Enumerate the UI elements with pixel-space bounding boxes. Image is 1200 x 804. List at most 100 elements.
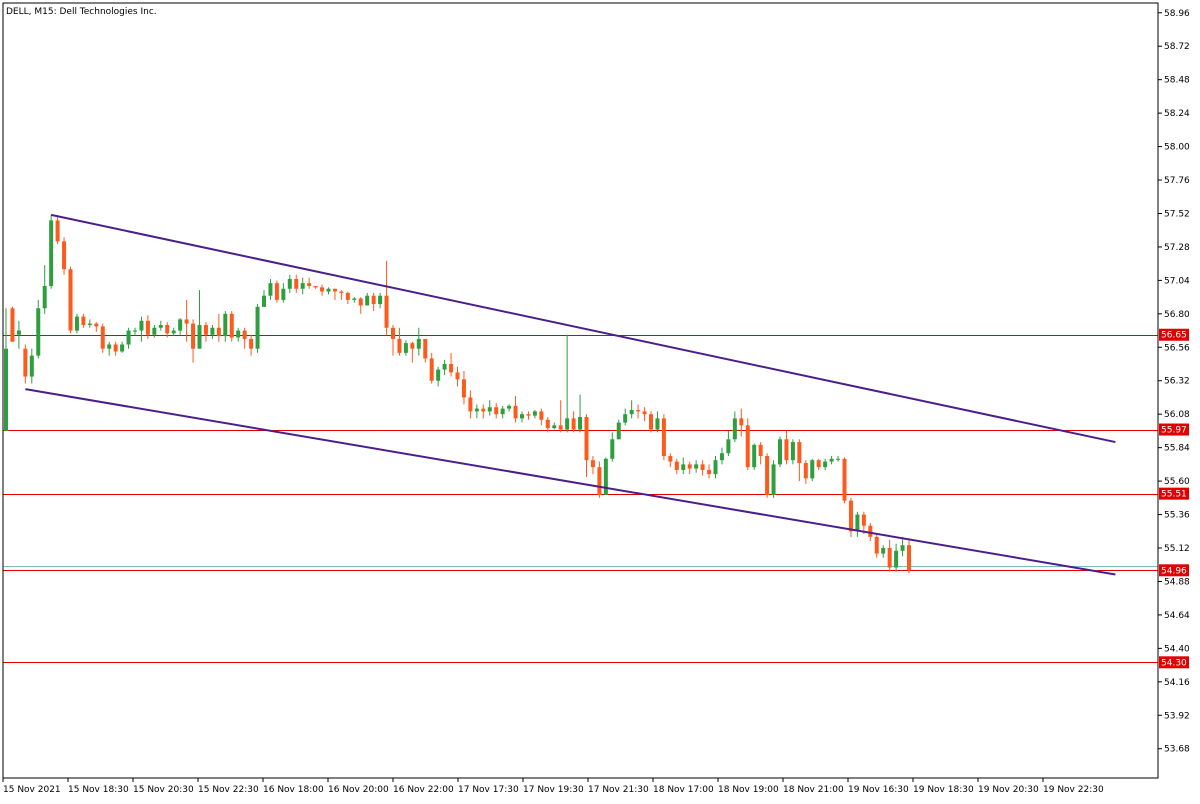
candle [294,274,299,293]
price-tag: 54.30 [1159,656,1189,669]
candle [16,320,21,349]
candle [539,408,544,426]
candle-body [861,514,866,526]
candle [436,366,441,387]
candle-body [513,405,518,419]
candle [816,458,821,470]
candle-body [313,285,318,288]
candle [416,327,421,356]
candle [668,453,673,468]
x-tick-label: 17 Nov 19:30 [523,785,584,795]
candle [332,288,337,300]
candle [461,370,466,405]
price-tag-box [1159,656,1189,669]
candle-body [378,295,383,305]
candle [713,456,718,479]
candle [36,299,41,359]
candle-body [126,330,131,345]
candle-body [726,439,731,454]
candle-body [345,292,350,300]
y-tick-label: 53.92 [1164,711,1190,721]
candle [94,322,99,332]
candle [700,460,705,476]
candle-body [681,464,686,470]
candle [803,460,808,484]
candle-body [674,461,679,470]
candle-body [500,408,505,415]
candle-body [455,372,460,380]
candle [681,457,686,475]
candle-body [481,408,486,412]
candle [752,443,757,470]
y-tick-label: 56.80 [1164,310,1190,320]
candle [300,277,305,295]
candle-body [152,327,157,335]
candle [100,323,105,353]
candle-body [62,241,67,270]
candle-body [545,419,550,429]
y-tick-label: 55.84 [1164,444,1190,454]
candle [365,292,370,306]
candle [152,324,157,338]
candle [107,341,112,356]
candle [184,299,189,342]
y-tick-label: 56.08 [1164,410,1190,420]
candle-body [74,316,79,331]
candle-body [191,323,196,349]
candle [345,291,350,305]
candle [881,545,886,558]
candle [474,404,479,419]
candle-body [461,379,466,398]
candle [423,338,428,363]
x-tick-label: 19 Nov 16:30 [848,785,909,795]
y-tick-label: 58.24 [1164,109,1190,119]
candle-body [68,269,73,331]
candle-body [320,287,325,292]
candle [836,456,841,462]
candle [481,404,486,419]
candle-body [649,414,653,430]
candle [558,400,563,433]
candle [687,461,692,475]
candle [468,390,473,419]
candle-body [494,407,499,415]
candle-body [739,418,744,426]
candle-body [790,442,795,461]
candle-body [133,330,137,332]
trend-channel [25,213,1116,576]
candle-body [120,344,125,352]
candle [158,320,163,331]
candle [674,458,679,475]
candle [874,534,879,558]
candle-body [868,525,873,537]
candle-body [262,295,266,307]
candle-body [449,364,454,373]
candle-body [365,295,370,306]
symbol-title: DELL, M15: Dell Technologies Inc. [6,7,157,17]
y-tick-label: 53.68 [1164,745,1190,755]
candle [810,458,815,482]
candle [145,315,150,339]
candle [797,439,802,482]
candle [42,265,47,314]
candle [739,408,744,437]
x-axis-ticks: 15 Nov 2021 15 Nov 18:30 15 Nov 20:30 15 No… [2,778,1104,795]
candle [513,396,518,423]
candle-body [332,288,337,292]
candle-body [113,344,118,352]
candle-body [358,298,363,306]
candle-body [236,330,241,338]
candle-body [10,308,15,342]
candle-body [855,514,860,532]
candle [610,432,615,462]
candle-body [397,338,402,353]
candle-body [694,464,699,469]
candle [397,327,402,356]
candle-body [429,358,434,381]
candle [403,340,408,356]
candle [732,411,737,443]
price-tag-label: 55.51 [1161,490,1187,500]
candle [255,304,260,353]
candle-body [842,458,847,501]
